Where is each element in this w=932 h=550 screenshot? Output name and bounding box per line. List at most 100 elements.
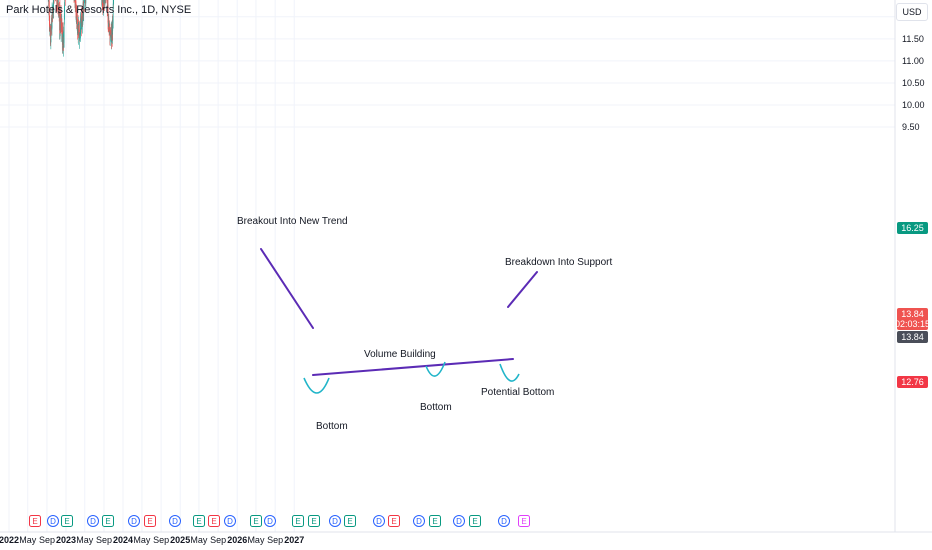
event-label: E [391,517,396,526]
event-label: D [376,517,382,526]
event-label: E [147,517,152,526]
candle [107,13,109,27]
candle [81,8,83,27]
breakdown-arrow-line[interactable] [507,271,538,308]
candlestick-series [47,0,115,57]
event-label: E [105,517,110,526]
stop-price-tag-text: 12.76 [901,377,924,387]
candle [51,14,52,34]
support-trendline[interactable] [312,358,514,376]
candle-body [79,33,81,40]
candle-body [109,27,110,29]
dividend-event[interactable]: D [128,515,140,527]
candle-body [106,0,108,12]
candle-body [60,19,62,27]
dividend-event[interactable]: D [453,515,465,527]
dividend-event[interactable]: D [47,515,59,527]
candle-body [83,0,85,12]
time-tick-label: Sep [96,535,112,545]
candle [58,1,60,22]
earnings-event[interactable]: E [250,515,262,527]
candle-body [76,14,77,22]
event-label: E [311,517,316,526]
candle [75,0,76,12]
event-label: E [32,517,37,526]
earnings-event[interactable]: E [292,515,304,527]
candle-body [108,30,110,34]
earnings-event[interactable]: E [29,515,41,527]
earnings-event[interactable]: E [193,515,205,527]
candle [74,0,76,13]
candle-body [80,18,81,35]
candle [101,0,103,7]
annotation-potential-bottom[interactable]: Potential Bottom [481,387,554,398]
candle [55,0,57,2]
currency-button[interactable]: USD [896,3,928,21]
earnings-event[interactable]: E [102,515,114,527]
price-tick-label: 10.00 [902,100,925,110]
candle [53,0,55,13]
candle-body [107,5,109,23]
candle [57,2,59,15]
earnings-event[interactable]: E [61,515,73,527]
candle-body [112,25,114,31]
earnings-event[interactable]: E [144,515,156,527]
time-scale: 2022 May Sep 2023 May Sep 2024 May Sep 2025 May Sep… [0,535,304,545]
earnings-event[interactable]: E [429,515,441,527]
candle [53,0,55,4]
candle-body [83,13,85,16]
candle-body [59,13,61,33]
time-tick-label: 2027 [284,535,304,545]
dividend-event[interactable]: D [498,515,510,527]
candle-body [63,26,65,37]
dividend-event[interactable]: D [329,515,341,527]
candle [103,0,105,4]
annotation-breakdown[interactable]: Breakdown Into Support [505,257,613,268]
event-label: E [472,517,477,526]
candle [106,0,108,17]
dividend-event[interactable]: D [373,515,385,527]
candle-body [81,12,83,24]
candle [112,19,114,35]
earnings-event[interactable]: E [469,515,481,527]
time-tick-label: Sep [153,535,169,545]
dividend-event[interactable]: D [224,515,236,527]
earnings-event[interactable]: E [208,515,220,527]
dividend-event[interactable]: D [87,515,99,527]
bottom-arc-3[interactable] [499,363,520,382]
candle-body [110,29,111,33]
breakout-arrow-line[interactable] [260,248,314,329]
candle-body [58,10,60,17]
time-tick-label: May [190,535,208,545]
candle-body [52,7,53,13]
candle [78,25,80,36]
dividend-event[interactable]: D [413,515,425,527]
candle-body [53,0,55,11]
bottom-arc-1[interactable] [303,377,330,394]
earnings-event[interactable]: E [388,515,400,527]
dividend-event[interactable]: D [169,515,181,527]
dividend-event[interactable]: D [264,515,276,527]
candle-body [113,0,115,1]
candle [63,9,65,26]
earnings-event[interactable]: E [308,515,320,527]
price-tick-label: 9.50 [902,122,920,132]
candle-body [112,3,114,24]
earnings-event[interactable]: E [344,515,356,527]
event-label: D [501,517,507,526]
annotation-bottom1[interactable]: Bottom [316,421,348,432]
event-label: E [295,517,300,526]
earnings-event[interactable]: E [518,515,530,527]
event-label: D [267,517,273,526]
time-tick-label: 2026 [227,535,247,545]
annotation-volume[interactable]: Volume Building [364,349,436,360]
bottom-arc-2[interactable] [425,361,446,377]
annotation-breakout[interactable]: Breakout Into New Trend [237,216,348,227]
candle [74,0,75,1]
candle [75,0,77,20]
annotation-bottom2[interactable]: Bottom [420,402,452,413]
candle [76,4,77,30]
time-tick-label: 2025 [170,535,190,545]
candle-body [77,24,79,27]
